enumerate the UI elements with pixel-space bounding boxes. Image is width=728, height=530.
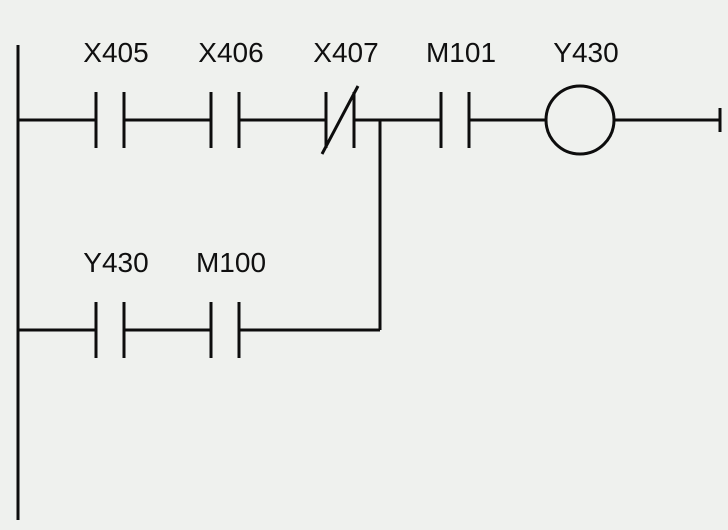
contact-label-m101: M101 [426,37,496,68]
ladder-diagram: X405 X406 X407 M101 Y430 Y430 M100 [0,0,728,530]
contact-label-y430: Y430 [83,247,148,278]
contact-label-x406: X406 [198,37,263,68]
coil-label-y430: Y430 [553,37,618,68]
contact-label-x405: X405 [83,37,148,68]
contact-label-m100: M100 [196,247,266,278]
contact-label-x407: X407 [313,37,378,68]
